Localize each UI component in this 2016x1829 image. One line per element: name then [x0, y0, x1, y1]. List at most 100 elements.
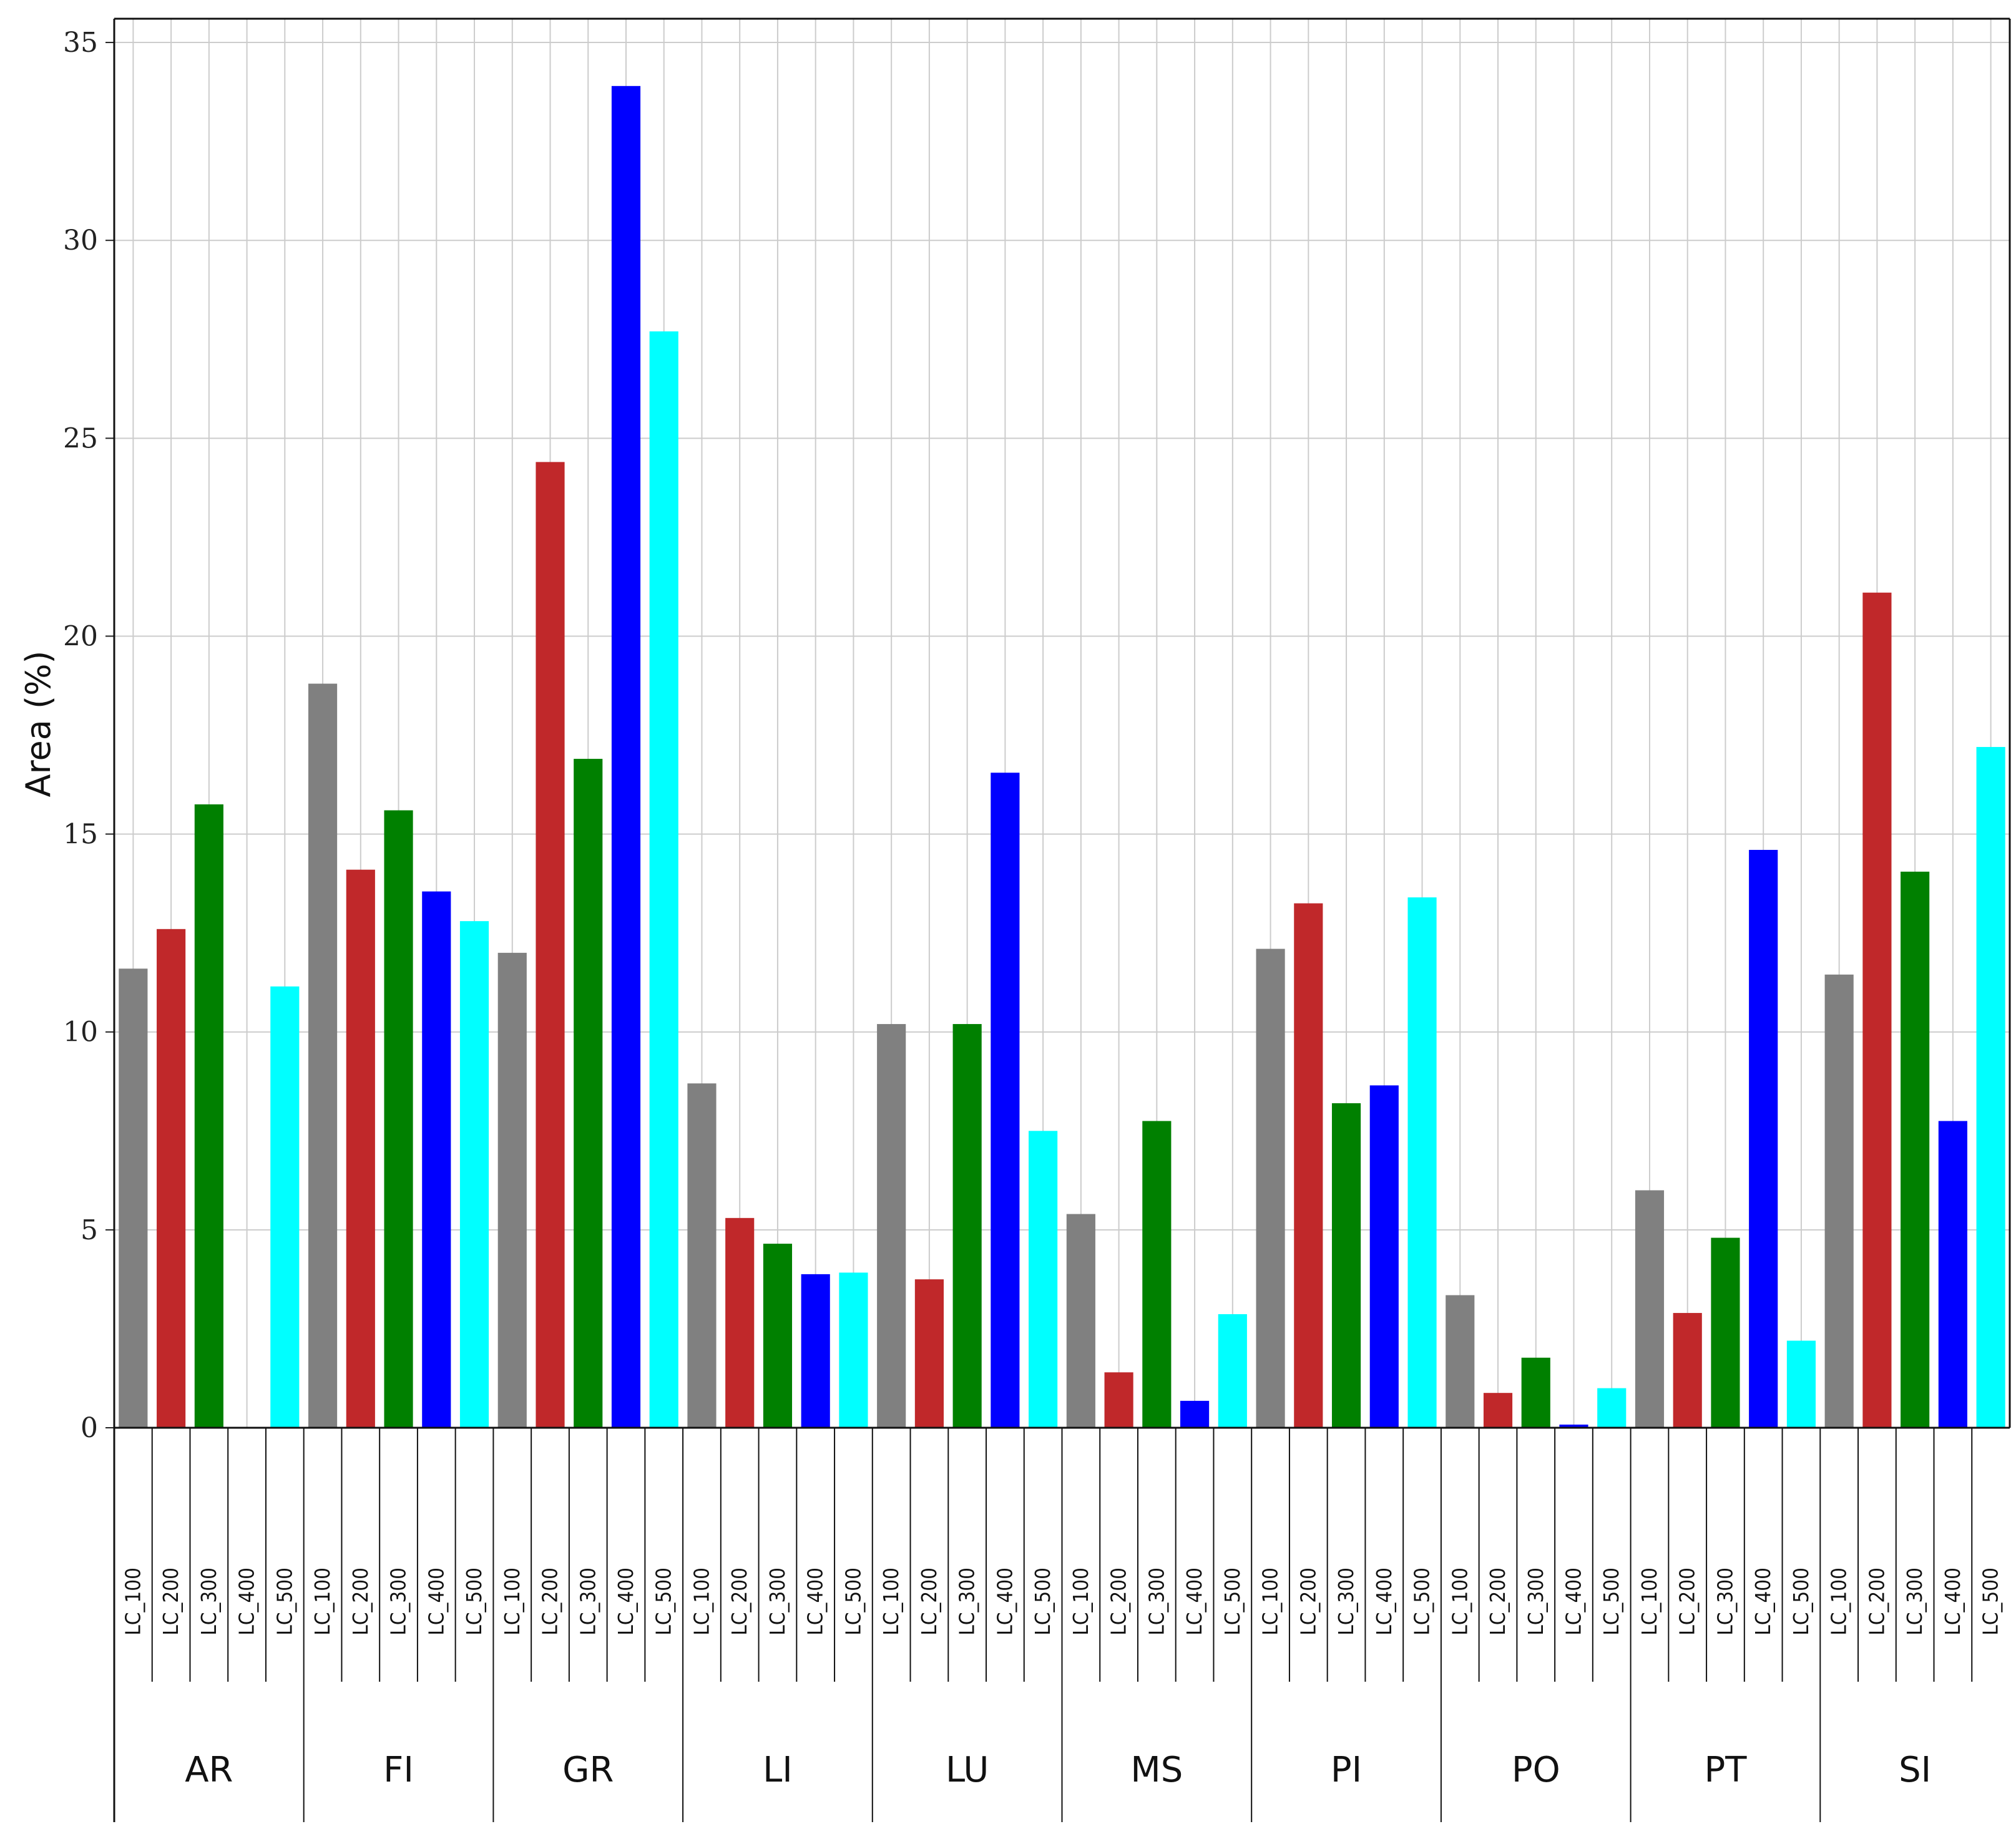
bar-LI-LC_400	[801, 1274, 830, 1428]
x-sub-label: LC_200	[1107, 1568, 1131, 1636]
x-sub-label: LC_100	[1637, 1568, 1661, 1636]
x-sub-label: LC_500	[272, 1568, 296, 1636]
x-sub-label: LC_400	[235, 1568, 259, 1636]
bar-GR-LC_100	[497, 952, 527, 1428]
x-group-label: SI	[1899, 1750, 1931, 1790]
x-sub-label: LC_500	[1599, 1568, 1623, 1636]
x-sub-label: LC_300	[955, 1568, 979, 1636]
bar-GR-LC_400	[611, 85, 641, 1428]
axes	[105, 17, 2011, 1822]
y-tick-label: 0	[81, 1412, 98, 1444]
x-sub-label: LC_200	[917, 1568, 941, 1636]
bar-PI-LC_300	[1331, 1103, 1361, 1428]
x-sub-label: LC_400	[992, 1568, 1017, 1636]
bar-FI-LC_400	[422, 891, 451, 1428]
x-sub-label: LC_100	[1447, 1568, 1472, 1636]
x-sub-label: LC_500	[1410, 1568, 1434, 1636]
bar-MS-LC_100	[1066, 1214, 1095, 1428]
bar-LU-LC_100	[877, 1024, 906, 1428]
bar-PI-LC_200	[1294, 903, 1323, 1428]
x-sub-label: LC_300	[765, 1568, 790, 1636]
x-sub-label: LC_100	[120, 1568, 145, 1636]
bar-PT-LC_400	[1749, 849, 1778, 1428]
y-tick-label: 20	[63, 620, 98, 652]
bar-LI-LC_200	[725, 1217, 755, 1428]
x-sub-label: LC_500	[462, 1568, 486, 1636]
bar-PI-LC_100	[1256, 949, 1285, 1428]
x-sub-label: LC_100	[310, 1568, 335, 1636]
x-sub-label: LC_500	[652, 1568, 676, 1636]
bar-AR-LC_500	[270, 986, 300, 1428]
x-sub-label: LC_500	[1220, 1568, 1245, 1636]
x-sub-label: LC_300	[386, 1568, 411, 1636]
y-tick-label: 25	[63, 422, 98, 454]
y-tick-labels: 0 5 10 15 20 25 30 35	[63, 27, 98, 1444]
x-sub-label: LC_400	[1372, 1568, 1396, 1636]
bar-SI-LC_400	[1938, 1121, 1967, 1428]
bar-LU-LC_200	[914, 1279, 944, 1428]
bar-LI-LC_500	[839, 1272, 868, 1428]
bar-SI-LC_200	[1862, 592, 1892, 1428]
x-sub-label: LC_300	[1334, 1568, 1358, 1636]
x-sub-label: LC_300	[1902, 1568, 1927, 1636]
x-sub-label: LC_500	[1789, 1568, 1813, 1636]
bar-AR-LC_100	[119, 968, 148, 1428]
bar-PO-LC_100	[1446, 1295, 1475, 1428]
bar-SI-LC_500	[1976, 747, 2005, 1428]
x-group-label: PO	[1512, 1750, 1560, 1790]
y-axis-label: Area (%)	[19, 651, 58, 797]
y-tick-label: 30	[63, 225, 98, 256]
bar-FI-LC_300	[384, 810, 413, 1428]
y-tick-label: 10	[63, 1017, 98, 1048]
bar-LU-LC_300	[952, 1024, 982, 1428]
x-sub-label: LC_100	[1827, 1568, 1851, 1636]
bar-PT-LC_200	[1673, 1313, 1702, 1428]
x-sub-label: LC_500	[841, 1568, 865, 1636]
bar-GR-LC_500	[649, 331, 678, 1428]
x-sub-label: LC_200	[348, 1568, 373, 1636]
x-group-label: PT	[1704, 1750, 1747, 1790]
x-sub-label: LC_400	[1561, 1568, 1585, 1636]
x-sub-label: LC_300	[1524, 1568, 1548, 1636]
x-sub-label: LC_500	[1030, 1568, 1055, 1636]
x-sub-label: LC_300	[575, 1568, 600, 1636]
bar-PI-LC_400	[1369, 1085, 1399, 1428]
bar-AR-LC_300	[194, 804, 223, 1428]
x-sub-label: LC_300	[1713, 1568, 1737, 1636]
x-sub-label: LC_100	[689, 1568, 713, 1636]
x-sub-label: LC_500	[1979, 1568, 2003, 1636]
x-sub-label: LC_300	[197, 1568, 221, 1636]
x-sub-label: LC_200	[159, 1568, 183, 1636]
x-group-label: AR	[185, 1750, 233, 1790]
x-sub-label: LC_400	[803, 1568, 828, 1636]
bar-MS-LC_500	[1218, 1314, 1247, 1428]
bar-GR-LC_200	[536, 462, 565, 1428]
x-category-labels: LC_100 LC_200 LC_300 LC_400 LC_500 AR LC_100 LC…	[120, 1568, 2002, 1790]
x-sub-label: LC_200	[727, 1568, 751, 1636]
x-group-label: GR	[562, 1750, 614, 1790]
bar-PI-LC_500	[1407, 897, 1437, 1428]
bar-MS-LC_300	[1142, 1121, 1172, 1428]
x-group-label: MS	[1130, 1750, 1183, 1790]
x-group-label: LI	[763, 1750, 793, 1790]
bar-LI-LC_100	[687, 1083, 717, 1428]
x-sub-label: LC_400	[1751, 1568, 1775, 1636]
x-sub-label: LC_100	[879, 1568, 903, 1636]
x-sub-label: LC_200	[1864, 1568, 1889, 1636]
bar-PT-LC_100	[1635, 1190, 1665, 1428]
x-sub-label: LC_400	[614, 1568, 638, 1636]
bar-GR-LC_300	[574, 759, 603, 1428]
x-group-label: LU	[946, 1750, 989, 1790]
y-tick-label: 5	[81, 1214, 98, 1246]
bar-LU-LC_400	[991, 773, 1020, 1428]
x-sub-label: LC_300	[1144, 1568, 1168, 1636]
x-sub-label: LC_100	[1258, 1568, 1283, 1636]
x-sub-label: LC_400	[1940, 1568, 1965, 1636]
bar-FI-LC_500	[459, 921, 489, 1428]
bar-SI-LC_100	[1824, 974, 1854, 1428]
bar-AR-LC_200	[157, 929, 186, 1428]
bar-MS-LC_200	[1104, 1372, 1133, 1428]
y-tick-label: 35	[63, 27, 98, 59]
bar-SI-LC_300	[1901, 871, 1930, 1428]
